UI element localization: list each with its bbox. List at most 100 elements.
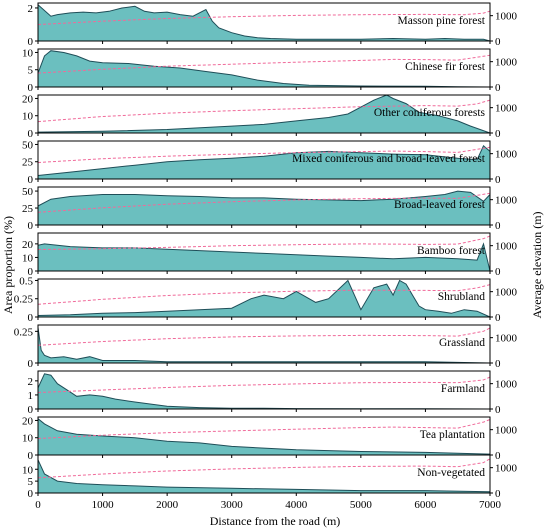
ytick-label-right: 0 xyxy=(495,82,501,94)
elevation-line xyxy=(37,419,491,439)
ytick-label-right: 0 xyxy=(495,266,501,278)
panel-frame xyxy=(37,186,491,226)
x-axis-label: Distance from the road (m) xyxy=(210,514,341,528)
ytick-label-left: 0 xyxy=(28,174,34,186)
elevation-line xyxy=(37,327,491,346)
ytick-label-left: 1 xyxy=(28,390,34,402)
area-fill xyxy=(38,280,490,317)
panel-frame xyxy=(37,324,491,364)
ytick-label-right: 0 xyxy=(495,404,501,416)
area-fill xyxy=(38,459,490,493)
panel-3: 0 25 50 0 1000 Mixed coniferous and broad-lea… xyxy=(22,139,518,186)
ytick-label-right: 1000 xyxy=(495,195,518,207)
ytick-label-left: 0 xyxy=(28,220,34,232)
ytick-label-right: 1000 xyxy=(495,463,518,475)
panel-label: Shrubland xyxy=(438,291,486,303)
x-axis: 0 1000 2000 3000 4000 5000 6000 7000 xyxy=(35,499,501,511)
elevation-line xyxy=(37,192,491,213)
ytick-label-right: 1000 xyxy=(495,57,518,69)
area-line xyxy=(37,279,491,318)
ytick-label-left: 20 xyxy=(22,239,34,251)
area-line xyxy=(37,94,491,134)
panel-2: 0 10 20 0 1000 Other coniferous forests xyxy=(22,93,518,140)
ytick-label-left: 25 xyxy=(22,203,34,215)
elevation-line xyxy=(37,235,491,250)
elevation-line xyxy=(37,54,491,74)
ytick-label-right: 0 xyxy=(495,36,501,48)
xtick-label: 5000 xyxy=(350,499,373,511)
area-fill xyxy=(38,373,490,409)
ytick-label-right: 1000 xyxy=(495,333,518,345)
panel-1: 0 5 10 0 1000 Chinese fir forest xyxy=(22,47,518,94)
ytick-label-left: 0 xyxy=(28,128,34,140)
area-line xyxy=(37,418,491,455)
area-line xyxy=(37,242,491,272)
y-axis-label-right: Average elevation (m) xyxy=(530,211,544,318)
ytick-label-left: 10 xyxy=(22,464,34,476)
ytick-label-right: 1000 xyxy=(495,11,518,23)
elevation-line xyxy=(37,376,491,393)
elevation-line xyxy=(37,10,491,25)
area-fill xyxy=(38,191,490,225)
area-line xyxy=(37,327,491,364)
elevation-line xyxy=(37,458,491,479)
panel-label: Grassland xyxy=(439,337,485,349)
panel-label: Bamboo forest xyxy=(417,245,486,257)
ytick-label-right: 0 xyxy=(495,450,501,462)
area-line xyxy=(37,50,491,88)
panel-frame xyxy=(37,94,491,134)
area-fill xyxy=(38,327,490,363)
panel-label: Other coniferous forests xyxy=(374,107,486,119)
xtick-label: 1000 xyxy=(92,499,115,511)
panel-label: Mixed coniferous and broad-leaved forest xyxy=(292,153,486,165)
ytick-label-left: 0 xyxy=(28,82,34,94)
area-fill xyxy=(38,4,490,41)
xtick-label: 0 xyxy=(35,499,41,511)
panel-label: Chinese fir forest xyxy=(405,61,486,73)
ytick-label-left: 10 xyxy=(22,111,34,123)
area-fill xyxy=(38,95,490,133)
ytick-label-left: 10 xyxy=(22,433,34,445)
ytick-label-left: 5 xyxy=(28,65,34,77)
ytick-label-left: 0 xyxy=(28,266,34,278)
panel-6: 0 0.25 0.5 0 1000 Shrubland xyxy=(14,275,518,324)
xtick-label: 7000 xyxy=(479,499,502,511)
area-fill xyxy=(38,145,490,179)
ytick-label-right: 0 xyxy=(495,358,501,370)
ytick-label-right: 0 xyxy=(495,174,501,186)
ytick-label-left: 0.25 xyxy=(14,326,34,338)
area-fill xyxy=(38,50,490,87)
ytick-label-left: 2 xyxy=(28,3,34,15)
ytick-label-left: 20 xyxy=(22,93,34,105)
xtick-label: 2000 xyxy=(156,499,179,511)
area-line xyxy=(37,459,491,493)
ytick-label-right: 1000 xyxy=(495,287,518,299)
panel-frame xyxy=(37,278,491,318)
elevation-line xyxy=(37,99,491,123)
ytick-label-left: 0.5 xyxy=(19,275,33,287)
ytick-label-right: 1000 xyxy=(495,379,518,391)
panel-label: Non-vegetated xyxy=(417,467,485,479)
ytick-label-left: 10 xyxy=(22,47,34,59)
ytick-label-left: 50 xyxy=(22,186,34,198)
ytick-label-right: 0 xyxy=(495,128,501,140)
ytick-label-left: 0 xyxy=(28,312,34,324)
ytick-label-left: 50 xyxy=(22,139,34,151)
elevation-line xyxy=(37,284,491,305)
y-axis-label-left: Area proportion (%) xyxy=(1,216,15,314)
area-line xyxy=(37,144,491,176)
panel-frame xyxy=(37,48,491,88)
area-line xyxy=(37,4,491,42)
panel-frame xyxy=(37,454,491,494)
ytick-label-left: 5 xyxy=(28,476,34,488)
ytick-label-right: 1000 xyxy=(495,103,518,115)
panel-8: 0 1 2 0 1000 Farmland xyxy=(28,370,518,416)
ytick-label-left: 25 xyxy=(22,157,34,169)
area-fill xyxy=(38,418,490,455)
panel-frame xyxy=(37,140,491,180)
xtick-label: 4000 xyxy=(285,499,308,511)
